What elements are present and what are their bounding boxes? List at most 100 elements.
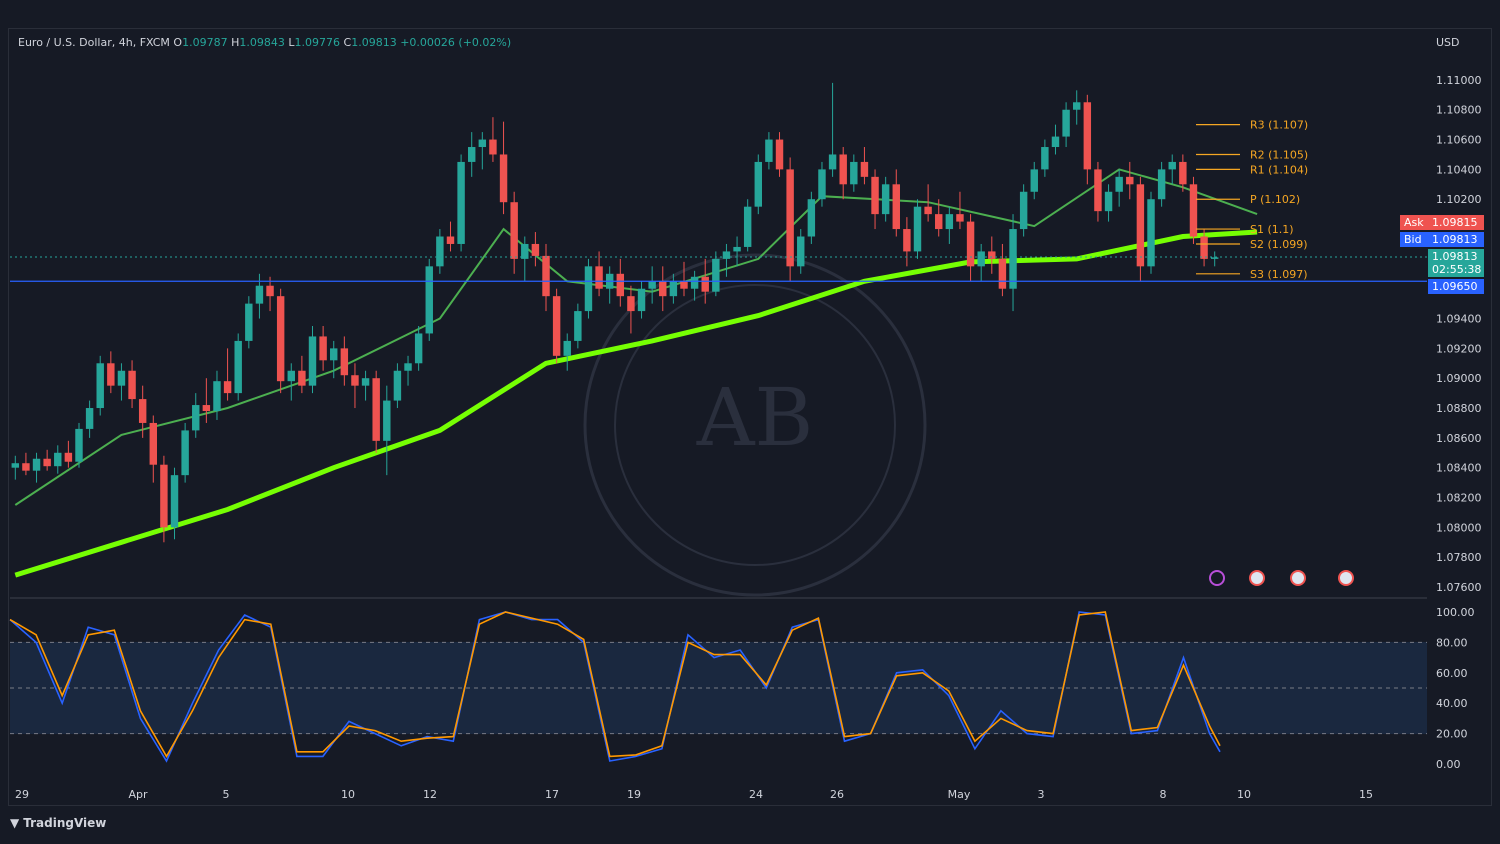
svg-text:AB: AB bbox=[696, 371, 814, 464]
candle-body bbox=[839, 154, 847, 185]
candle-body bbox=[255, 285, 264, 304]
candle-body bbox=[1104, 191, 1113, 212]
oscillator-tick-label: 60.00 bbox=[1436, 667, 1468, 680]
price-tick-label: 1.10600 bbox=[1436, 134, 1482, 147]
oscillator-tick-label: 100.00 bbox=[1436, 606, 1475, 619]
time-tick-label: 8 bbox=[1160, 788, 1167, 801]
candle-body bbox=[404, 363, 412, 371]
price-tick-label: 1.07600 bbox=[1436, 581, 1482, 594]
candle-body bbox=[797, 236, 805, 267]
candle-body bbox=[138, 399, 147, 423]
chart-frame bbox=[8, 28, 1492, 806]
us-flag-event-icon[interactable] bbox=[1249, 570, 1265, 586]
candle-body bbox=[637, 288, 646, 312]
symbol-legend: Euro / U.S. Dollar, 4h, FXCM O1.09787 H1… bbox=[18, 36, 512, 49]
candle-body bbox=[361, 378, 370, 386]
pivot-label: P (1.102) bbox=[1250, 193, 1300, 206]
bid-price: 1.09813 bbox=[1428, 232, 1484, 247]
candle-body bbox=[1030, 169, 1038, 192]
open-value: 1.09787 bbox=[182, 36, 228, 49]
candle-body bbox=[743, 206, 752, 247]
candle-body bbox=[712, 258, 720, 292]
candle-body bbox=[266, 285, 274, 297]
candle-body bbox=[521, 243, 529, 259]
candle-body bbox=[722, 251, 731, 259]
brand-text: TradingView bbox=[23, 816, 107, 830]
price-tick-label: 1.10400 bbox=[1436, 163, 1482, 176]
candle-body bbox=[287, 370, 295, 382]
price-tick-label: 1.08600 bbox=[1436, 432, 1482, 445]
candle-body bbox=[998, 258, 1007, 289]
candle-body bbox=[330, 348, 338, 361]
time-tick-label: 15 bbox=[1359, 788, 1373, 801]
candle-body bbox=[680, 281, 688, 289]
candle-body bbox=[64, 452, 73, 462]
change-value: +0.00026 (+0.02%) bbox=[400, 36, 512, 49]
candle-body bbox=[149, 422, 158, 465]
candle-body bbox=[170, 475, 179, 528]
currency-label[interactable]: USD bbox=[1436, 36, 1460, 49]
candle-body bbox=[1009, 229, 1017, 289]
candle-body bbox=[552, 296, 561, 356]
pivot-label: S1 (1.1) bbox=[1250, 223, 1294, 236]
candle-body bbox=[531, 243, 540, 256]
candle-body bbox=[1094, 169, 1102, 212]
candle-body bbox=[351, 375, 359, 386]
candle-body bbox=[945, 214, 954, 230]
candle-body bbox=[871, 176, 879, 215]
candle-body bbox=[1136, 184, 1145, 267]
oscillator-tick-label: 0.00 bbox=[1436, 758, 1461, 771]
oscillator-tick-label: 20.00 bbox=[1436, 728, 1468, 741]
time-tick-label: May bbox=[948, 788, 971, 801]
candle-body bbox=[489, 139, 497, 155]
candle-body bbox=[1147, 199, 1155, 267]
watermark-logo: AB bbox=[583, 253, 927, 597]
candle-body bbox=[436, 236, 444, 267]
candle-body bbox=[223, 381, 232, 394]
candle-body bbox=[850, 161, 858, 185]
candle-body bbox=[1041, 147, 1049, 170]
price-tick-label: 1.09200 bbox=[1436, 342, 1482, 355]
candle-body bbox=[828, 154, 837, 170]
last-price-tag: 1.09813 02:55:38 bbox=[1428, 249, 1484, 277]
time-tick-label: 3 bbox=[1038, 788, 1045, 801]
candle-body bbox=[478, 139, 487, 148]
candle-body bbox=[43, 458, 51, 467]
time-tick-label: Apr bbox=[128, 788, 148, 801]
candle-body bbox=[467, 147, 476, 162]
candle-body bbox=[701, 276, 709, 292]
oscillator-tick-label: 40.00 bbox=[1436, 697, 1468, 710]
lightning-event-icon[interactable] bbox=[1209, 570, 1225, 586]
candle-body bbox=[1062, 109, 1070, 137]
moving-average-line bbox=[14, 229, 1258, 578]
candle-body bbox=[616, 273, 625, 297]
candle-body bbox=[54, 452, 62, 467]
time-tick-label: 10 bbox=[341, 788, 355, 801]
price-tick-label: 1.08400 bbox=[1436, 462, 1482, 475]
low-value: 1.09776 bbox=[294, 36, 341, 49]
candle-body bbox=[181, 430, 189, 476]
candle-body bbox=[1157, 169, 1166, 200]
price-tick-label: 1.08800 bbox=[1436, 402, 1482, 415]
oscillator-tick-label: 80.00 bbox=[1436, 636, 1468, 649]
time-tick-label: 17 bbox=[545, 788, 559, 801]
candle-body bbox=[935, 214, 943, 230]
candle-body bbox=[308, 336, 317, 386]
candle-body bbox=[11, 463, 20, 468]
bid-label: Bid bbox=[1400, 232, 1428, 247]
us-flag-event-icon[interactable] bbox=[1338, 570, 1354, 586]
candle-body bbox=[669, 281, 678, 297]
candle-body bbox=[818, 169, 826, 200]
candle-body bbox=[234, 340, 242, 394]
price-tick-label: 1.07800 bbox=[1436, 551, 1482, 564]
time-tick-label: 10 bbox=[1237, 788, 1251, 801]
time-tick-label: 12 bbox=[423, 788, 437, 801]
tradingview-logo[interactable]: ▼ TradingView bbox=[10, 816, 106, 830]
hline-price-tag: 1.09650 bbox=[1428, 279, 1484, 294]
candle-body bbox=[988, 251, 996, 259]
candle-body bbox=[1072, 102, 1081, 110]
candle-body bbox=[372, 378, 380, 441]
candle-body bbox=[1168, 161, 1176, 170]
us-flag-event-icon[interactable] bbox=[1290, 570, 1306, 586]
